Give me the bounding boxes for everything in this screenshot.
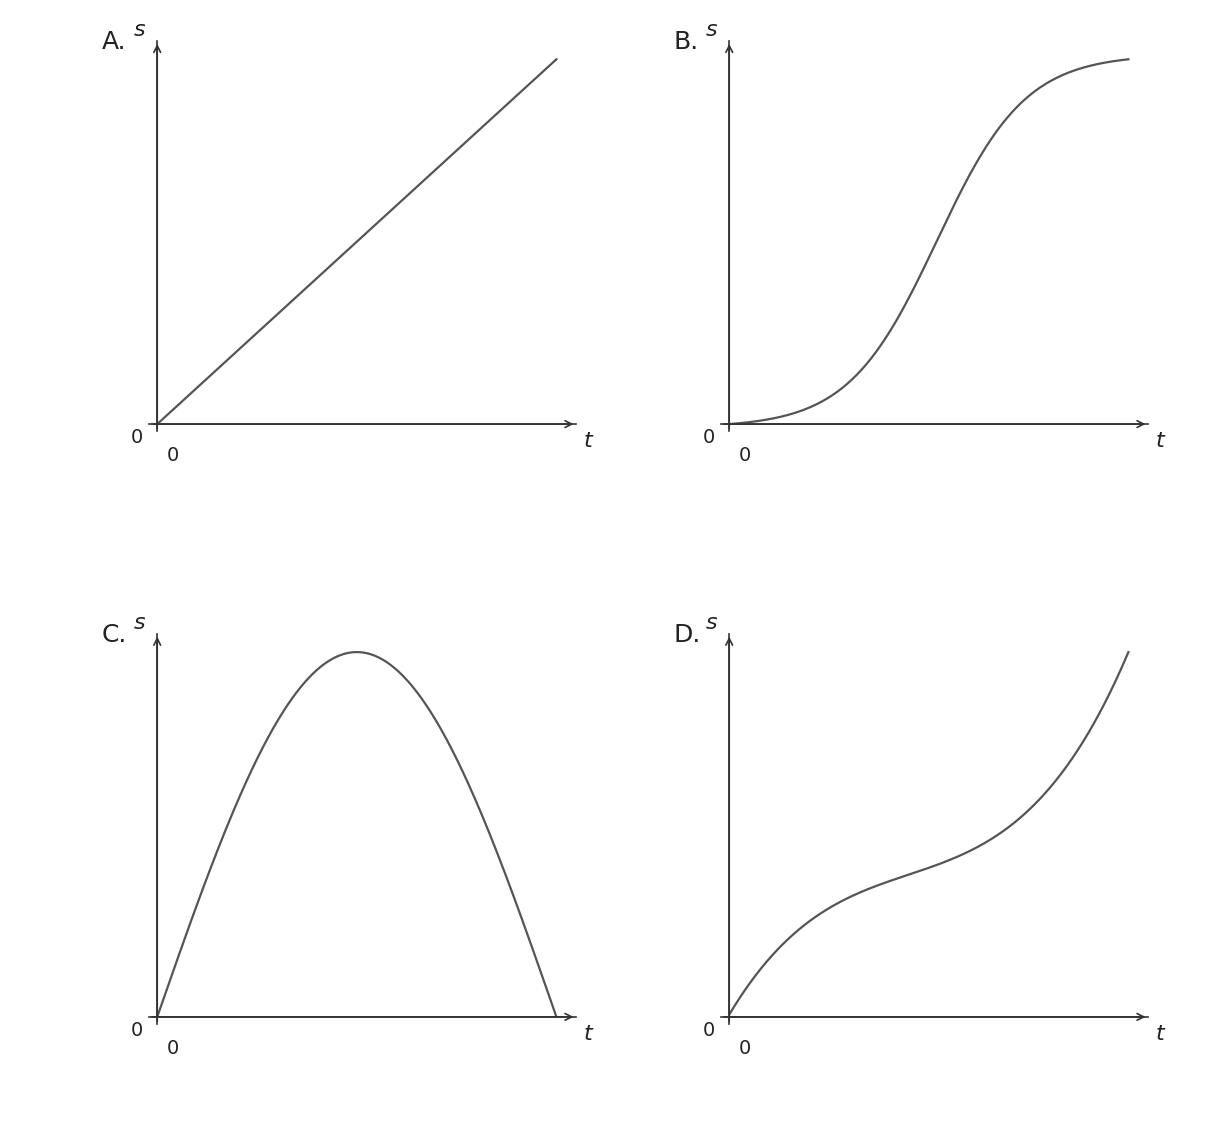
Text: t: t — [584, 1024, 593, 1044]
Text: s: s — [134, 613, 145, 633]
Text: s: s — [134, 21, 145, 40]
Text: s: s — [706, 613, 717, 633]
Text: 0: 0 — [167, 1039, 179, 1058]
Text: 0: 0 — [131, 428, 144, 447]
Text: t: t — [1156, 431, 1165, 451]
Text: D.: D. — [673, 622, 701, 646]
Text: t: t — [1156, 1024, 1165, 1044]
Text: 0: 0 — [703, 428, 716, 447]
Text: A.: A. — [101, 30, 127, 54]
Text: 0: 0 — [167, 446, 179, 465]
Text: 0: 0 — [703, 1020, 716, 1040]
Text: C.: C. — [101, 622, 127, 646]
Text: 0: 0 — [739, 1039, 751, 1058]
Text: s: s — [706, 21, 717, 40]
Text: t: t — [584, 431, 593, 451]
Text: 0: 0 — [131, 1020, 144, 1040]
Text: 0: 0 — [739, 446, 751, 465]
Text: B.: B. — [673, 30, 699, 54]
